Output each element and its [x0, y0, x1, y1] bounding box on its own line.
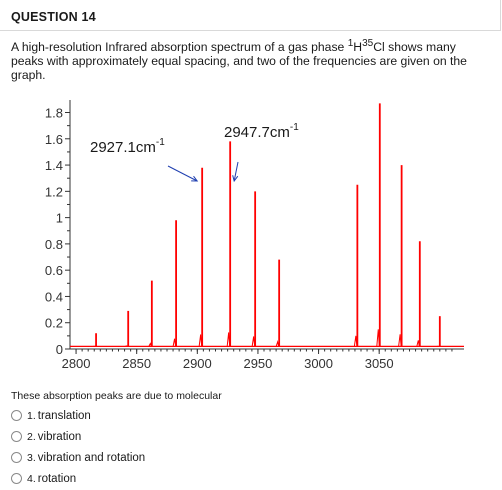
y-tick-label: 1	[56, 211, 63, 226]
annotation-label-left: 2927.1cm-1	[90, 137, 165, 156]
isotope-mass-cl: 35	[362, 37, 374, 49]
y-tick-label: 1.2	[45, 184, 63, 199]
option-vibration-and-rotation[interactable]: 3. vibration and rotation	[11, 447, 145, 468]
y-tick-label: 1.8	[45, 106, 63, 121]
x-tick-label: 2800	[62, 356, 91, 371]
isotope-mass-h: 1	[347, 37, 354, 49]
option-label: vibration	[37, 430, 82, 443]
y-tick-label: 0.6	[45, 263, 63, 278]
option-label: vibration and rotation	[37, 451, 146, 464]
y-tick-label: 0.2	[45, 316, 63, 331]
y-tick-label: 1.6	[45, 132, 63, 147]
radio-button[interactable]	[11, 410, 22, 421]
answer-prompt: These absorption peaks are due to molecu…	[11, 390, 222, 402]
ir-spectrum-chart: 0 0.2 0.4 0.6 0.8 1 1.2 1.4 1.6 1.8 2800 2850 2900 29…	[45, 100, 464, 371]
y-tick-label: 0	[56, 342, 63, 357]
option-number: 2.	[27, 430, 36, 443]
y-tick-label: 0.4	[45, 289, 63, 304]
x-tick-label: 3000	[304, 356, 333, 371]
radio-button[interactable]	[11, 473, 22, 484]
option-rotation[interactable]: 4. rotation	[11, 468, 145, 489]
x-tick-label: 2900	[183, 356, 212, 371]
option-label: rotation	[37, 472, 77, 485]
annotation-arrow-left-head	[191, 175, 199, 182]
question-text: A high-resolution Infrared absorption sp…	[11, 37, 491, 82]
annotation-label-right: 2947.7cm-1	[224, 122, 299, 141]
radio-button[interactable]	[11, 452, 22, 463]
x-tick-label: 2850	[122, 356, 151, 371]
option-number: 4.	[27, 472, 36, 485]
question-header: QUESTION 14	[0, 0, 501, 31]
annotation-arrow-right	[233, 161, 239, 182]
y-tick-label: 0.8	[45, 237, 63, 252]
option-label: translation	[37, 409, 91, 422]
x-tick-label: 2950	[243, 356, 272, 371]
annotation-arrow-left	[167, 165, 198, 182]
option-number: 1.	[27, 409, 36, 422]
option-vibration[interactable]: 2. vibration	[11, 426, 145, 447]
question-text-part-2: shows many peaks with approximately equa…	[11, 40, 467, 82]
annotation-arrow-right-head	[232, 175, 239, 183]
option-translation[interactable]: 1. translation	[11, 405, 145, 426]
x-tick-label: 3050	[365, 356, 394, 371]
element-cl: Cl	[373, 40, 385, 54]
question-title: QUESTION 14	[11, 10, 96, 24]
answer-options: 1. translation 2. vibration 3. vibration…	[11, 405, 145, 489]
y-tick-label: 1.4	[45, 158, 63, 173]
element-h: H	[353, 40, 363, 54]
radio-button[interactable]	[11, 431, 22, 442]
question-text-part-1: A high-resolution Infrared absorption sp…	[11, 40, 348, 54]
option-number: 3.	[27, 451, 36, 464]
